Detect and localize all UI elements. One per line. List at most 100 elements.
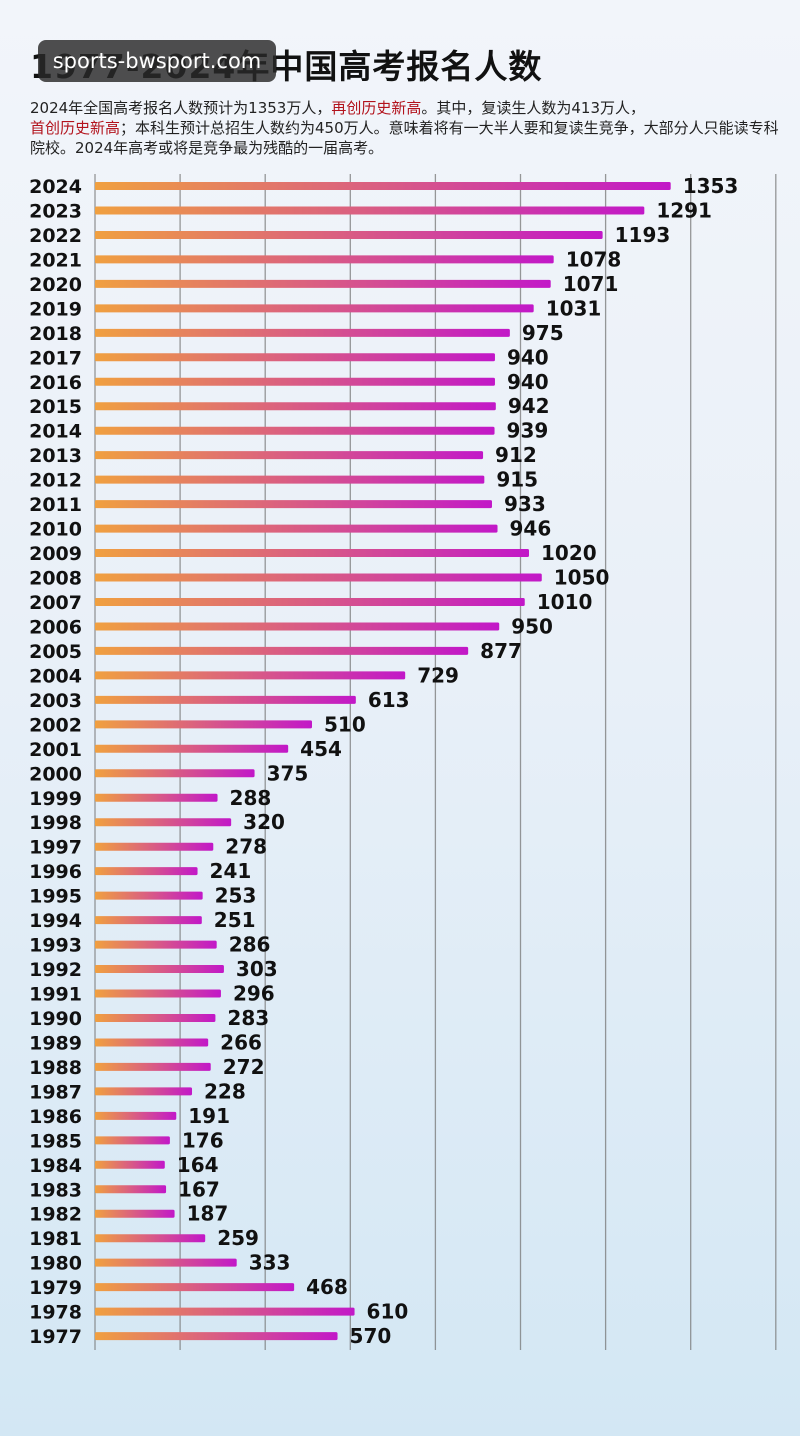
data-bar [95,916,202,925]
data-bar [95,402,496,411]
year-label: 1998 [29,812,82,834]
value-label: 950 [511,614,553,638]
bar-chart: 2024 1353 2023 1291 2022 1193 2021 1078 2020 1071… [29,174,777,1350]
year-label: 1987 [29,1081,82,1103]
year-label: 2017 [29,347,82,369]
year-label: 1999 [29,788,82,810]
data-bar [95,818,232,827]
value-label: 164 [177,1153,219,1177]
data-bar [95,279,551,288]
data-bar [95,695,356,704]
value-label: 915 [496,468,538,492]
value-label: 266 [220,1030,262,1054]
year-label: 2012 [29,470,82,492]
year-label: 2004 [29,665,82,687]
data-bar [95,1185,167,1194]
data-bar [95,720,313,729]
year-label: 1991 [29,984,82,1006]
year-label: 1989 [29,1032,82,1054]
year-label: 2003 [29,690,82,712]
year-label: 2011 [29,494,82,516]
year-label: 1995 [29,886,82,908]
value-label: 228 [204,1079,246,1103]
year-label: 2018 [29,323,82,345]
value-label: 1071 [563,272,619,296]
data-bar [95,989,221,998]
subtitle-text-1: 2024年全国高考报名人数预计为1353万人， [30,99,332,117]
value-label: 296 [233,982,275,1006]
year-label: 2020 [29,274,82,296]
labels: 2024 1353 2023 1291 2022 1193 2021 1078 2020 1071… [29,174,738,1348]
value-label: 912 [495,443,537,467]
data-bar [95,500,492,509]
year-label: 1990 [29,1008,82,1030]
data-bar [95,353,495,362]
year-label: 2024 [29,176,82,198]
year-label: 2019 [29,298,82,320]
data-bar [95,1307,355,1316]
data-bar [95,475,485,484]
data-bar [95,1111,177,1120]
data-bar [95,940,217,949]
data-bar [95,1038,209,1047]
value-label: 613 [368,688,410,712]
value-label: 288 [230,786,272,810]
value-label: 278 [225,835,267,859]
grid-lines [94,174,777,1350]
value-label: 375 [267,761,309,785]
value-label: 259 [217,1226,259,1250]
data-bar [95,1062,211,1071]
subtitle-text-2: 。其中，复读生人数为413万人， [421,99,646,117]
data-bar [95,182,671,190]
year-label: 2006 [29,616,82,638]
value-label: 191 [188,1104,230,1128]
value-label: 1010 [537,590,593,614]
value-label: 933 [504,492,546,516]
value-label: 1291 [656,198,712,222]
data-bar [95,1160,165,1169]
value-label: 939 [507,419,549,443]
data-bar [95,1013,216,1022]
year-label: 2008 [29,568,82,590]
data-bar [95,328,510,337]
value-label: 1353 [683,174,739,198]
data-bar [95,1136,170,1145]
year-label: 2007 [29,592,82,614]
value-label: 1050 [554,566,610,590]
data-bar [95,573,542,582]
data-bar [95,206,645,215]
year-label: 2000 [29,763,82,785]
data-bar [95,646,469,655]
data-bar [95,793,218,802]
value-label: 286 [229,933,271,957]
value-label: 241 [210,859,252,883]
year-label: 2016 [29,372,82,394]
value-label: 1020 [541,541,597,565]
value-label: 187 [187,1202,229,1226]
value-label: 320 [243,810,285,834]
data-bar [95,622,500,631]
value-label: 610 [367,1300,409,1324]
value-label: 251 [214,908,256,932]
value-label: 283 [227,1006,269,1030]
subtitle-highlight-2: 首创历史新高 [30,119,121,137]
data-bar [95,842,214,851]
year-label: 1993 [29,935,82,957]
value-label: 1031 [546,296,602,320]
year-label: 2002 [29,714,82,736]
year-label: 2013 [29,445,82,467]
year-label: 1988 [29,1057,82,1079]
data-bar [95,230,603,239]
data-bar [95,671,406,680]
chart-subtitle: 2024年全国高考报名人数预计为1353万人，再创历史新高。其中，复读生人数为4… [30,98,780,158]
value-label: 272 [223,1055,265,1079]
data-bar [95,597,525,606]
data-bar [95,426,495,435]
year-label: 1980 [29,1253,82,1275]
year-label: 2023 [29,200,82,222]
value-label: 946 [510,517,552,541]
year-label: 2010 [29,519,82,541]
year-label: 1984 [29,1155,82,1177]
value-label: 1078 [566,247,622,271]
year-label: 1994 [29,910,82,932]
